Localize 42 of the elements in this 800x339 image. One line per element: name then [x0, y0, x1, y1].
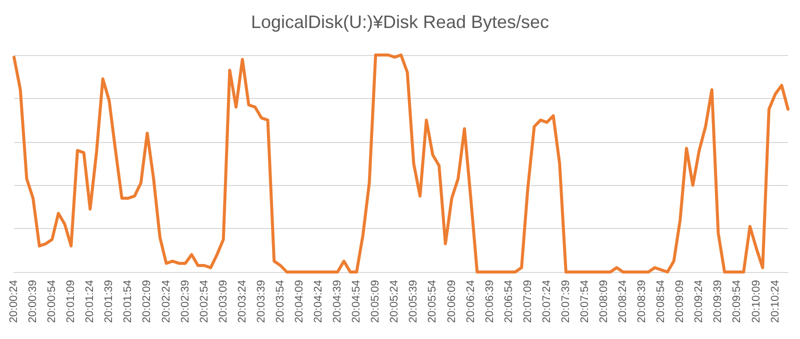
chart-title: LogicalDisk(U:)¥Disk Read Bytes/sec: [250, 12, 550, 32]
x-tick-label: 20:08:39: [636, 280, 648, 323]
x-tick-label: 20:09:39: [712, 280, 724, 323]
x-tick-label: 20:06:54: [502, 280, 515, 323]
x-tick-label: 20:00:54: [46, 280, 58, 323]
x-tick-label: 20:08:54: [655, 280, 668, 323]
x-tick-label: 20:05:24: [388, 280, 401, 323]
x-tick-label: 20:07:09: [522, 280, 534, 323]
x-tick-label: 20:01:39: [103, 280, 116, 323]
x-tick-label: 20:01:24: [84, 280, 96, 323]
x-tick-label: 20:10:24: [769, 280, 782, 323]
x-tick-label: 20:02:24: [160, 280, 172, 323]
x-tick-label: 20:05:54: [426, 280, 439, 323]
x-tick-label: 20:00:39: [27, 280, 40, 323]
x-tick-label: 20:03:24: [236, 280, 248, 323]
x-tick-label: 20:07:39: [560, 280, 572, 323]
x-tick-label: 20:03:09: [217, 280, 230, 323]
x-tick-label: 20:02:09: [141, 280, 154, 323]
x-tick-label: 20:09:54: [731, 280, 744, 323]
x-tick-label: 20:00:24: [8, 280, 20, 323]
x-tick-label: 20:06:24: [464, 280, 477, 323]
x-tick-label: 20:04:54: [350, 280, 363, 323]
x-tick-label: 20:04:24: [312, 280, 325, 323]
x-tick-label: 20:06:39: [484, 280, 496, 323]
x-tick-label: 20:09:24: [693, 280, 706, 323]
x-tick-label: 20:05:39: [408, 280, 420, 323]
x-tick-label: 20:10:09: [750, 280, 762, 323]
x-tick-label: 20:04:39: [332, 280, 344, 323]
x-tick-label: 20:04:09: [293, 280, 306, 323]
x-tick-label: 20:07:24: [540, 280, 553, 323]
x-tick-label: 20:01:54: [122, 280, 134, 323]
x-tick-label: 20:08:09: [598, 280, 610, 323]
x-tick-label: 20:05:09: [370, 280, 382, 323]
x-tick-label: 20:03:54: [274, 280, 286, 323]
x-tick-label: 20:03:39: [255, 280, 268, 323]
x-tick-label: 20:02:54: [198, 280, 210, 323]
x-tick-label: 20:09:09: [674, 280, 686, 323]
x-tick-label: 20:07:54: [578, 280, 591, 323]
x-tick-label: 20:02:39: [179, 280, 192, 323]
x-tick-label: 20:06:09: [446, 280, 458, 323]
x-tick-label: 20:01:09: [65, 280, 78, 323]
x-tick-label: 20:08:24: [617, 280, 630, 323]
